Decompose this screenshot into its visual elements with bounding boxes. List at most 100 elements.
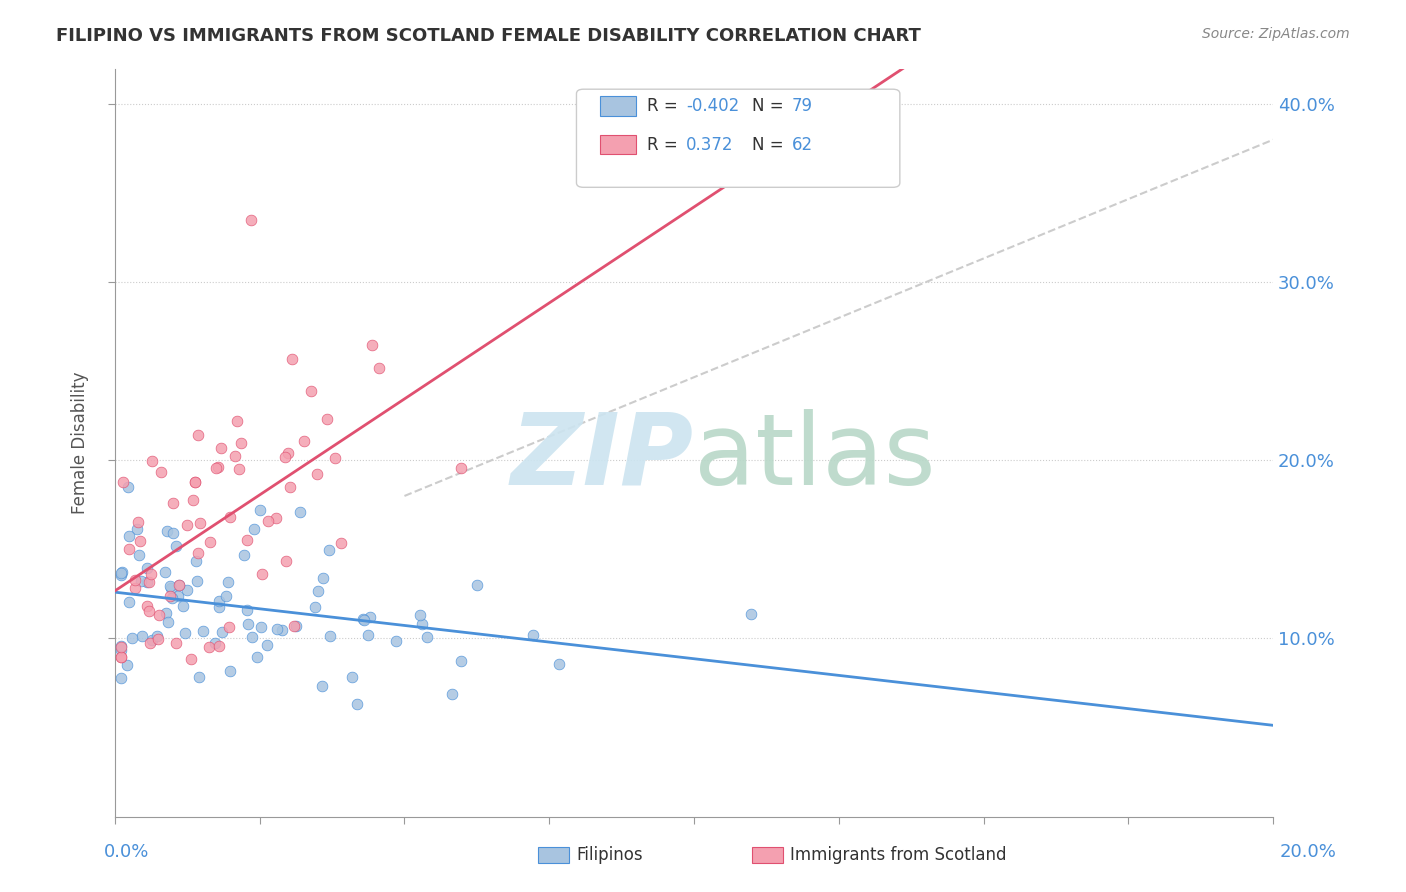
Point (150, 465, 173, 479)
Point (281, 351, 304, 366)
Point (146, 629, 169, 643)
Point (183, 475, 205, 490)
Point (111, 565, 134, 579)
Point (124, 573, 146, 587)
Point (166, 589, 188, 603)
Point (118, 595, 141, 609)
Point (231, 436, 253, 450)
Point (162, 526, 184, 541)
Text: atlas: atlas (695, 409, 935, 506)
Point (266, 622, 288, 636)
Point (141, 454, 163, 468)
Point (141, 567, 163, 582)
Point (165, 636, 187, 650)
Text: Source: ZipAtlas.com: Source: ZipAtlas.com (1202, 27, 1350, 41)
Point (329, 536, 352, 550)
Point (411, 617, 433, 632)
Point (110, 639, 132, 653)
Text: -0.402: -0.402 (686, 97, 740, 115)
Point (218, 664, 240, 678)
Point (128, 534, 150, 549)
Point (183, 493, 205, 508)
Point (172, 599, 194, 613)
Point (233, 548, 256, 562)
Point (228, 462, 250, 476)
Point (111, 475, 134, 489)
Point (118, 541, 141, 556)
Point (278, 480, 301, 494)
Point (465, 577, 488, 591)
Point (208, 639, 231, 653)
Point (138, 575, 160, 590)
Point (121, 631, 143, 645)
Point (214, 589, 236, 603)
Point (118, 529, 141, 543)
Point (315, 412, 337, 426)
Point (136, 561, 159, 575)
Point (159, 582, 181, 596)
Point (299, 384, 322, 398)
Point (319, 629, 342, 643)
Point (162, 496, 184, 510)
Point (211, 624, 233, 639)
Point (318, 542, 340, 557)
Point (156, 524, 179, 539)
Point (188, 669, 211, 683)
Point (135, 599, 157, 613)
Point (323, 450, 346, 465)
Point (357, 628, 380, 642)
Point (285, 619, 308, 633)
Point (250, 566, 273, 581)
Text: 20.0%: 20.0% (1279, 843, 1336, 861)
Point (110, 567, 132, 582)
Point (146, 632, 169, 646)
Point (522, 628, 544, 642)
Point (184, 475, 207, 489)
Point (235, 533, 257, 548)
Y-axis label: Female Disability: Female Disability (72, 371, 89, 514)
Text: R =: R = (647, 97, 683, 115)
Point (257, 514, 280, 528)
Point (307, 467, 329, 481)
Point (225, 414, 247, 428)
Text: FILIPINO VS IMMIGRANTS FROM SCOTLAND FEMALE DISABILITY CORRELATION CHART: FILIPINO VS IMMIGRANTS FROM SCOTLAND FEM… (56, 27, 921, 45)
Point (186, 574, 208, 588)
Point (156, 615, 179, 629)
Point (208, 600, 231, 615)
Point (187, 546, 209, 560)
Point (128, 548, 150, 562)
Point (166, 539, 188, 553)
Point (127, 522, 149, 536)
Text: 0.372: 0.372 (686, 136, 734, 153)
Point (304, 600, 326, 615)
Point (340, 670, 363, 684)
Text: ZIP: ZIP (510, 409, 695, 506)
Point (167, 578, 190, 592)
Point (200, 535, 222, 549)
Point (153, 565, 176, 579)
Point (385, 634, 408, 648)
Point (110, 671, 132, 685)
Point (288, 505, 311, 519)
Point (359, 610, 381, 624)
Point (283, 619, 305, 633)
Point (159, 579, 181, 593)
Point (186, 554, 208, 568)
Point (155, 606, 177, 620)
Point (148, 607, 170, 622)
Point (740, 607, 762, 621)
Point (292, 434, 315, 448)
Point (115, 658, 138, 673)
Point (264, 511, 287, 525)
Point (207, 460, 229, 475)
Point (246, 650, 269, 665)
Point (217, 575, 239, 590)
Point (408, 607, 430, 622)
Text: 0.0%: 0.0% (104, 843, 149, 861)
Point (415, 630, 437, 644)
Point (205, 460, 228, 475)
Point (135, 575, 157, 590)
Point (176, 518, 198, 533)
Point (180, 652, 202, 666)
Point (312, 571, 335, 585)
